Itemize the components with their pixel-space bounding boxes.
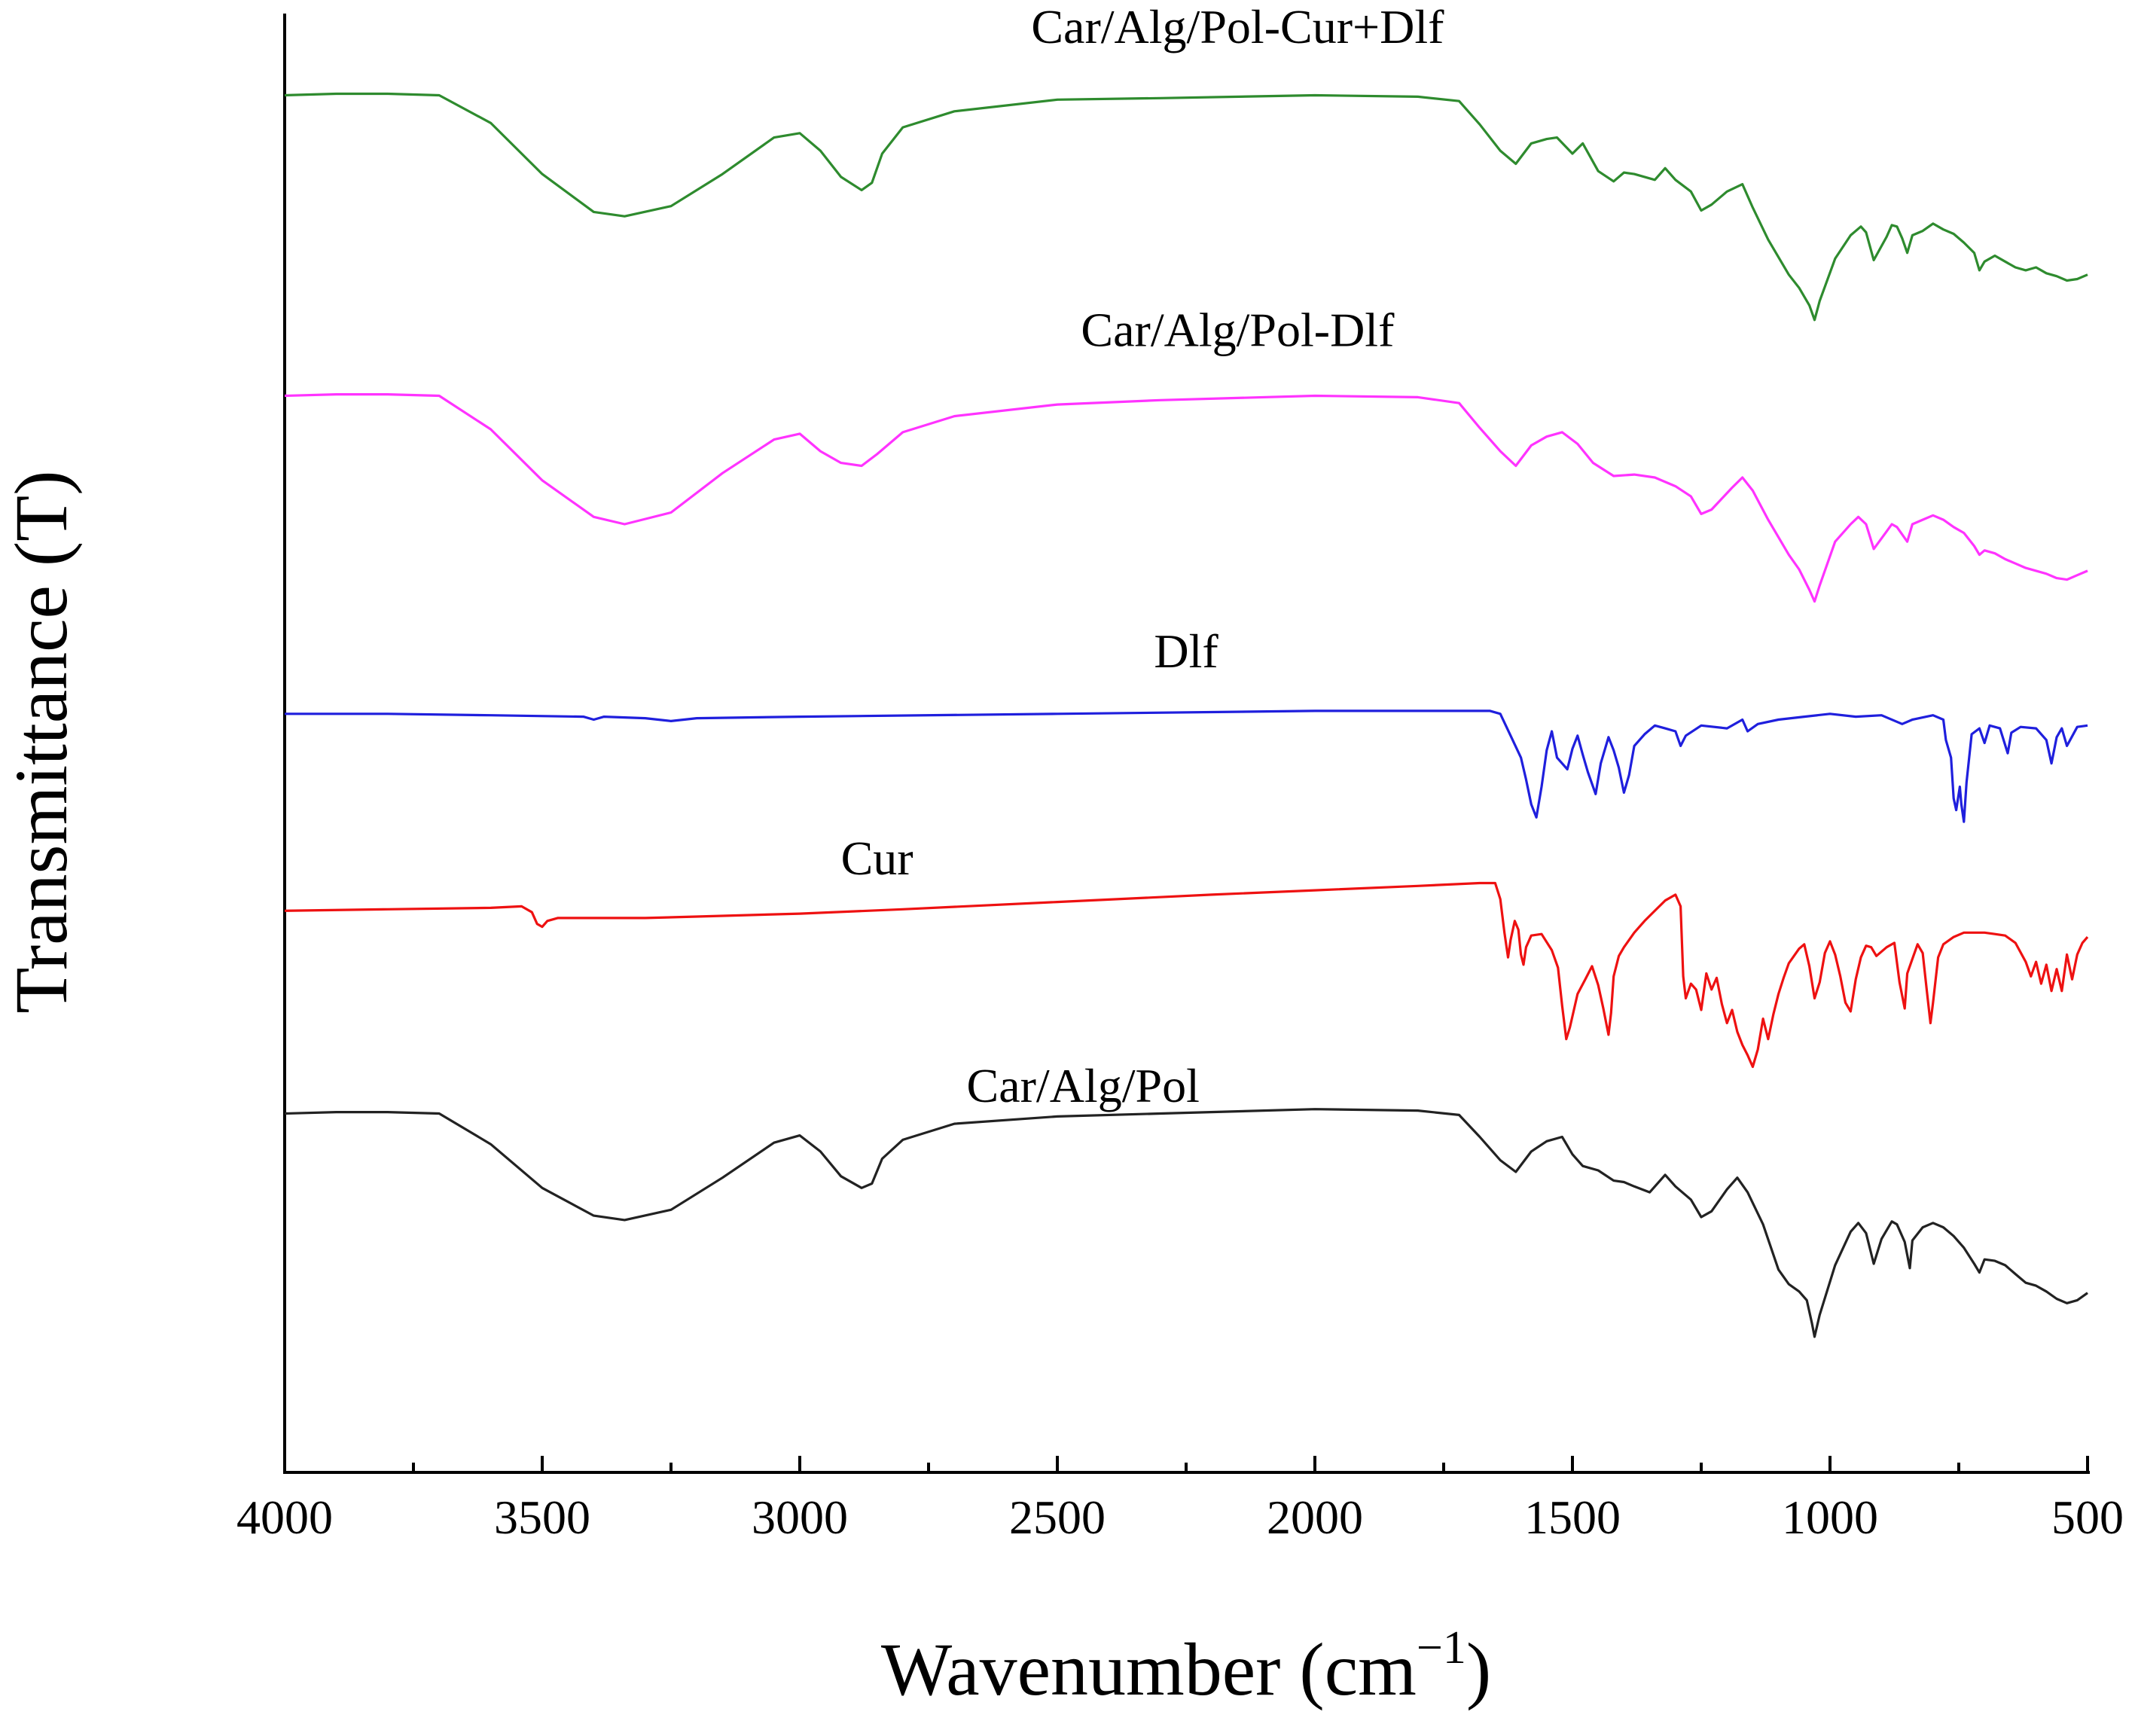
x-tick-label: 3000 bbox=[752, 1490, 848, 1544]
x-axis-title-close: ) bbox=[1466, 1628, 1491, 1711]
series-labels: Car/Alg/Pol-Cur+Dlf Car/Alg/Pol-Dlf Dlf Cur… bbox=[841, 0, 1445, 1112]
x-tick-label: 3500 bbox=[494, 1490, 590, 1544]
series-label-1: Car/Alg/Pol-Dlf bbox=[1081, 304, 1395, 357]
plot-frame bbox=[283, 14, 2090, 1474]
x-tick-label: 1500 bbox=[1524, 1490, 1621, 1544]
x-axis-tick-labels: 4000 3500 3000 2500 2000 1500 1000 500 bbox=[236, 1490, 2124, 1544]
x-axis-title-main: Wavenumber (cm bbox=[881, 1628, 1417, 1711]
series-line-1 bbox=[284, 393, 2088, 603]
x-axis-title-superscript: −1 bbox=[1417, 1622, 1466, 1673]
series-label-0: Car/Alg/Pol-Cur+Dlf bbox=[1031, 0, 1444, 53]
x-tick-label: 1000 bbox=[1782, 1490, 1878, 1544]
x-axis-ticks bbox=[283, 1456, 2089, 1472]
series-label-2: Dlf bbox=[1154, 624, 1218, 678]
series-line-0 bbox=[284, 92, 2088, 322]
y-axis-title: Transmittance (T) bbox=[0, 470, 83, 1013]
series-label-4: Car/Alg/Pol bbox=[967, 1059, 1200, 1112]
series-line-4 bbox=[284, 1108, 2088, 1338]
x-tick-label: 4000 bbox=[236, 1490, 333, 1544]
spectra-series bbox=[284, 92, 2089, 1338]
series-line-2 bbox=[285, 709, 2088, 823]
series-label-3: Cur bbox=[841, 831, 913, 885]
series-line-3 bbox=[284, 881, 2089, 1069]
x-tick-label: 2500 bbox=[1009, 1490, 1106, 1544]
x-tick-label: 500 bbox=[2051, 1490, 2124, 1544]
x-tick-label: 2000 bbox=[1267, 1490, 1363, 1544]
x-axis-title: Wavenumber (cm−1) bbox=[881, 1622, 1491, 1711]
